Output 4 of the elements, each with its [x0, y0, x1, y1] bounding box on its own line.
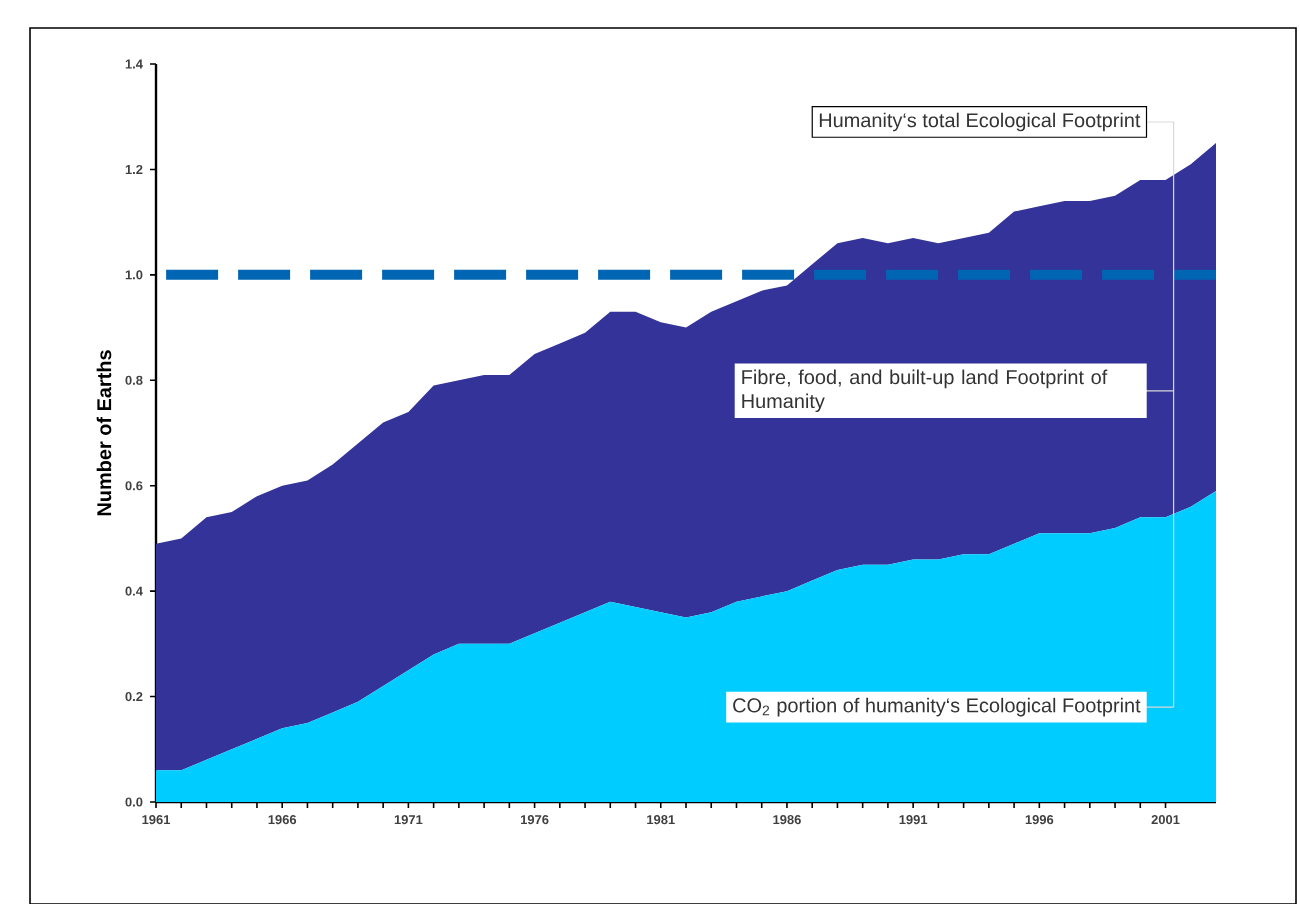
annotation: Humanity‘s total Ecological Footprint [819, 112, 1141, 131]
series-label: CO$_{2}$ portion of humanity‘s Ecological Footprint [733, 697, 1141, 717]
y-axis-title: Number of Earths [96, 349, 112, 515]
series-label: Fibre, food, and built-up land Footprint of Humanity [742, 369, 1108, 412]
